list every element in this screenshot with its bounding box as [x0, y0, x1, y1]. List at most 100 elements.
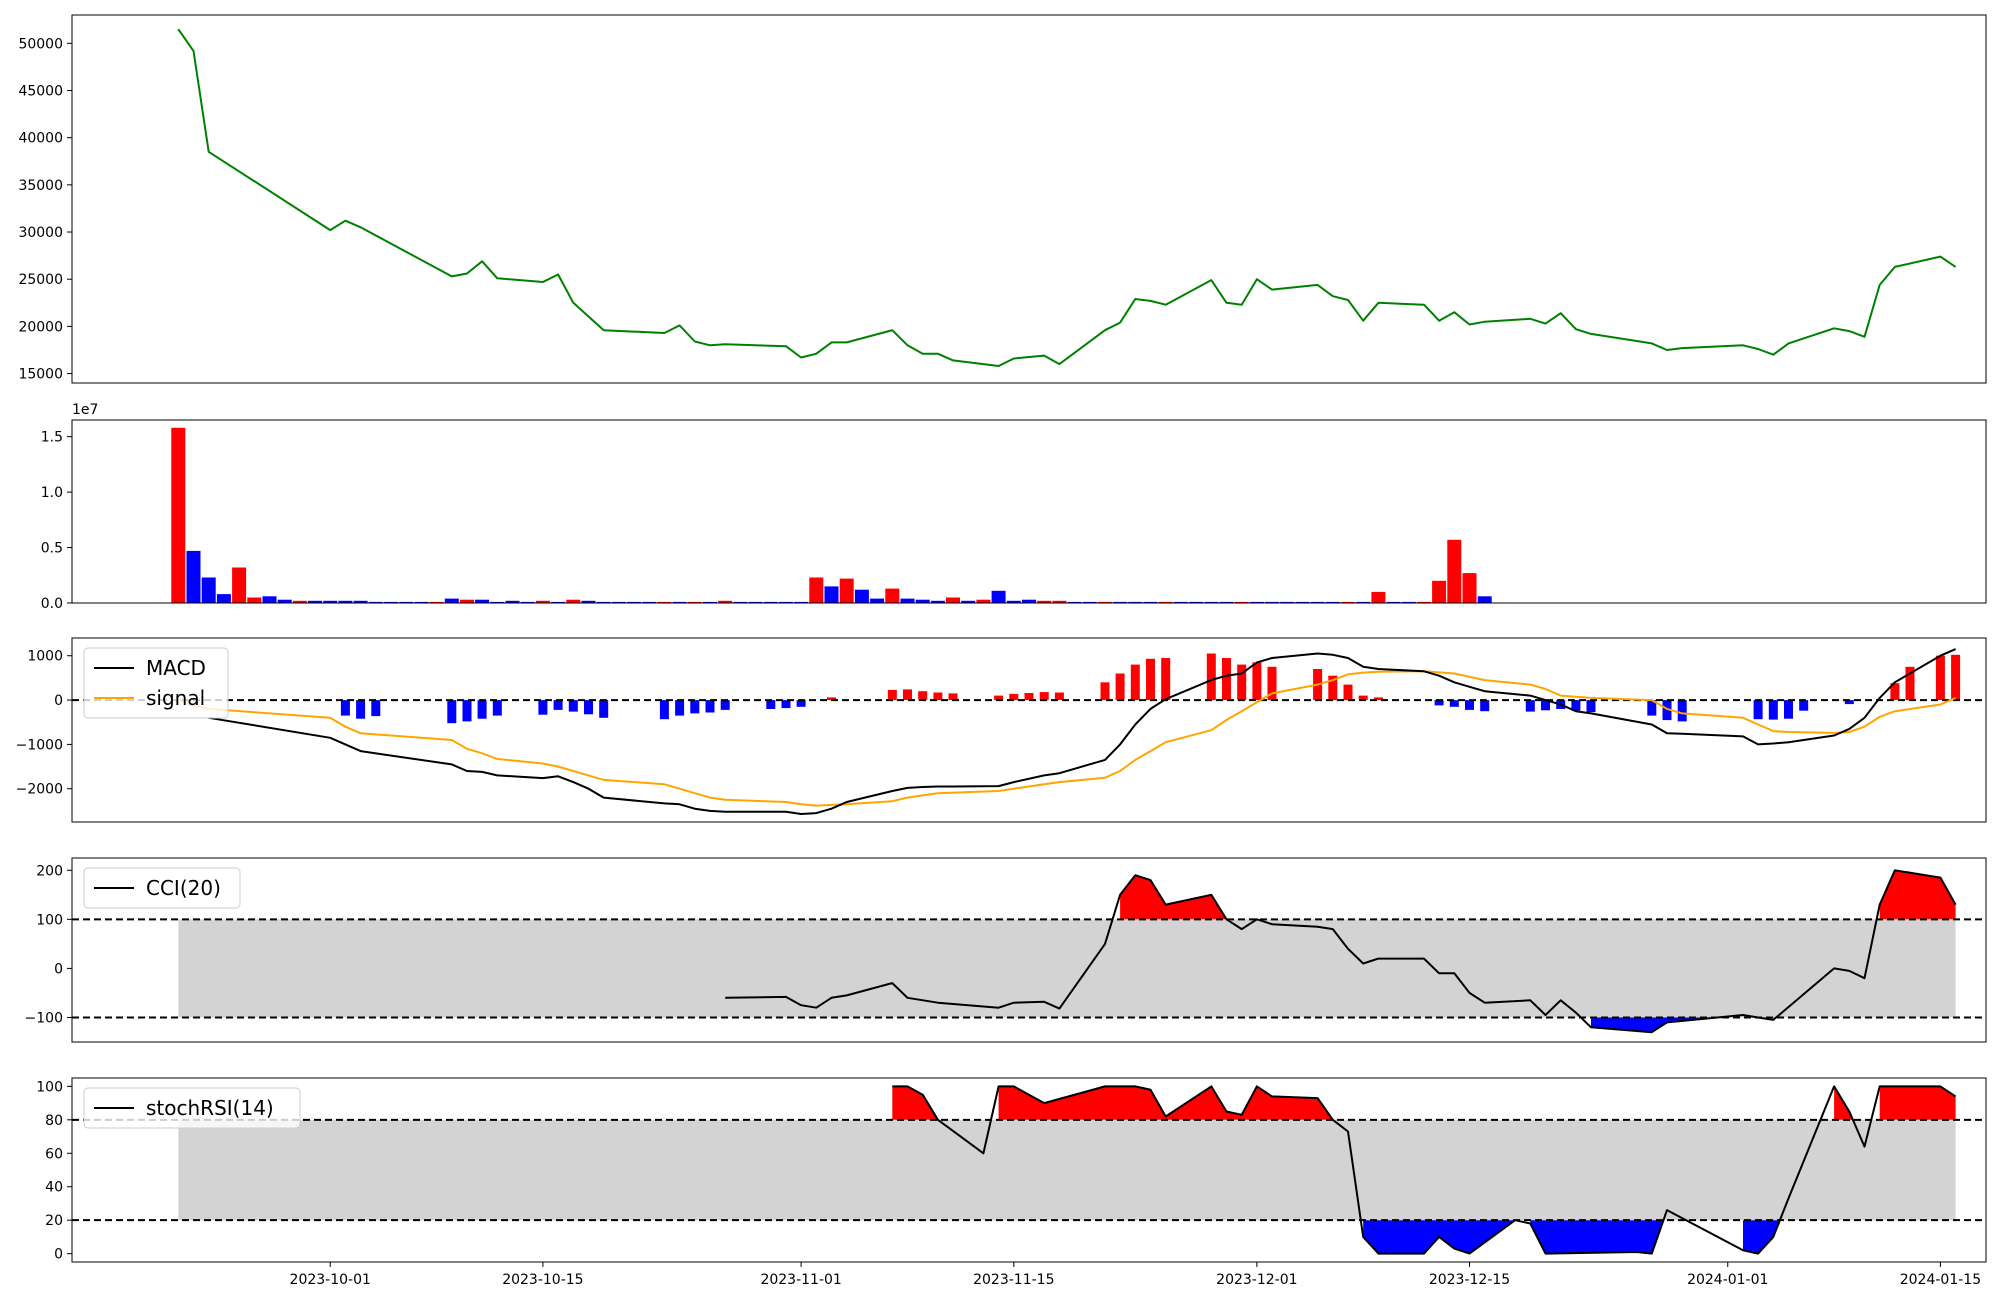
volume-bar — [672, 601, 687, 603]
stochrsi-oversold-fill — [1743, 1220, 1780, 1254]
cci-overbought-fill — [1120, 875, 1227, 920]
volume-bar — [292, 600, 307, 603]
volume-bar — [1082, 601, 1097, 603]
volume-panel-frame — [71, 419, 1987, 604]
price-line — [177, 28, 1957, 367]
volume-bar — [1325, 601, 1340, 603]
volume-bar — [216, 594, 231, 603]
volume-bar — [505, 600, 520, 603]
macd-histogram-bar — [1115, 673, 1125, 701]
volume-bar — [201, 577, 216, 603]
volume-bar — [642, 601, 657, 603]
macd-histogram-bar — [462, 700, 472, 722]
macd-histogram-bar — [584, 700, 593, 715]
stochrsi-oversold-fill — [1530, 1220, 1664, 1254]
macd-histogram-bar — [933, 692, 943, 700]
price-ytick-label: 20000 — [18, 319, 63, 335]
volume-bar — [277, 599, 292, 603]
volume-offset-label: 1e7 — [72, 402, 98, 418]
macd-histogram-bar — [918, 691, 928, 701]
volume-bar — [976, 599, 991, 603]
macd-histogram-bar — [1358, 695, 1368, 700]
stochrsi-legend-box — [83, 1087, 301, 1129]
macd-ytick-label: 1000 — [27, 649, 63, 665]
x-tick-label: 2024-01-01 — [1687, 1272, 1768, 1288]
macd-histogram-bar — [492, 700, 502, 716]
cci-ytick-label: 0 — [54, 961, 63, 977]
macd-histogram-bar — [1951, 654, 1961, 700]
macd-histogram-bar — [1237, 664, 1247, 701]
volume-bar — [247, 597, 262, 603]
volume-bar — [718, 600, 733, 603]
volume-bar — [946, 597, 960, 603]
macd-histogram-bar — [1844, 700, 1854, 705]
volume-bar — [429, 601, 444, 603]
volume-bar — [1432, 580, 1447, 603]
cci-line — [725, 869, 1957, 1034]
macd-ytick-label: −2000 — [16, 782, 63, 798]
volume-bar — [809, 577, 824, 603]
volume-bar — [1356, 601, 1371, 603]
macd-histogram-bar — [1465, 700, 1474, 710]
macd-histogram-bar — [1252, 662, 1262, 701]
volume-bar — [1401, 601, 1416, 603]
volume-bar — [596, 601, 611, 603]
macd-histogram-bar — [1480, 700, 1490, 712]
stochrsi-ytick-label: 20 — [45, 1213, 63, 1229]
volume-bar — [308, 600, 322, 603]
macd-histogram-bar — [1206, 653, 1216, 701]
stochrsi-ytick-label: 80 — [45, 1113, 63, 1129]
volume-bar — [384, 601, 398, 603]
macd-histogram-bar — [1799, 700, 1809, 711]
macd-histogram-bar — [659, 700, 669, 720]
volume-bar — [232, 567, 247, 603]
macd-histogram-bar — [948, 693, 958, 701]
macd-histogram-bar — [1161, 658, 1171, 701]
macd-ytick-label: −1000 — [16, 737, 63, 753]
cci-ytick-label: −100 — [25, 1010, 63, 1026]
price-panel-frame — [71, 14, 1987, 384]
volume-bar — [444, 598, 459, 603]
cci-panel-frame — [71, 857, 1987, 1043]
macd-histogram-bar — [1054, 692, 1064, 700]
volume-bar — [779, 601, 793, 603]
volume-bar — [1295, 601, 1310, 603]
volume-bar — [1249, 601, 1264, 603]
volume-bar — [353, 600, 368, 603]
macd-histogram-bar — [887, 689, 897, 701]
volume-bar — [885, 588, 900, 603]
volume-bar — [1447, 539, 1462, 603]
stochrsi-ytick-label: 60 — [45, 1146, 63, 1162]
volume-ytick-label: 1.5 — [41, 430, 63, 446]
price-ytick-label: 25000 — [18, 272, 63, 288]
volume-bar — [535, 600, 550, 603]
macd-histogram-bar — [1525, 700, 1535, 712]
macd-histogram-bar — [1647, 700, 1657, 716]
x-tick-label: 2024-01-15 — [1900, 1272, 1981, 1288]
volume-bar — [1310, 601, 1325, 603]
cci-legend-box — [83, 867, 241, 909]
volume-bar — [414, 601, 429, 603]
volume-bar — [763, 601, 778, 603]
volume-bar — [490, 601, 505, 603]
stochrsi-legend-label: stochRSI(14) — [146, 1096, 274, 1120]
macd-histogram-bar — [1784, 700, 1793, 719]
price-ytick-label: 50000 — [18, 36, 63, 52]
volume-bar — [186, 550, 201, 603]
volume-bar — [262, 596, 277, 603]
macd-histogram-bar — [1541, 700, 1550, 711]
volume-bar — [703, 601, 717, 603]
macd-legend-label: MACD — [146, 656, 206, 680]
volume-bar — [1386, 601, 1401, 603]
cci-overbought-fill — [1879, 870, 1956, 920]
volume-bar — [1173, 601, 1188, 603]
macd-histogram-bar — [1146, 658, 1155, 700]
price-ytick-label: 40000 — [18, 131, 63, 147]
volume-bar — [1477, 596, 1492, 603]
volume-bar — [1128, 601, 1143, 603]
volume-bar — [1341, 601, 1355, 603]
volume-bar — [1280, 601, 1295, 603]
macd-histogram-bar — [1753, 700, 1763, 720]
macd-histogram-bar — [1222, 658, 1231, 701]
volume-bar — [399, 601, 414, 603]
